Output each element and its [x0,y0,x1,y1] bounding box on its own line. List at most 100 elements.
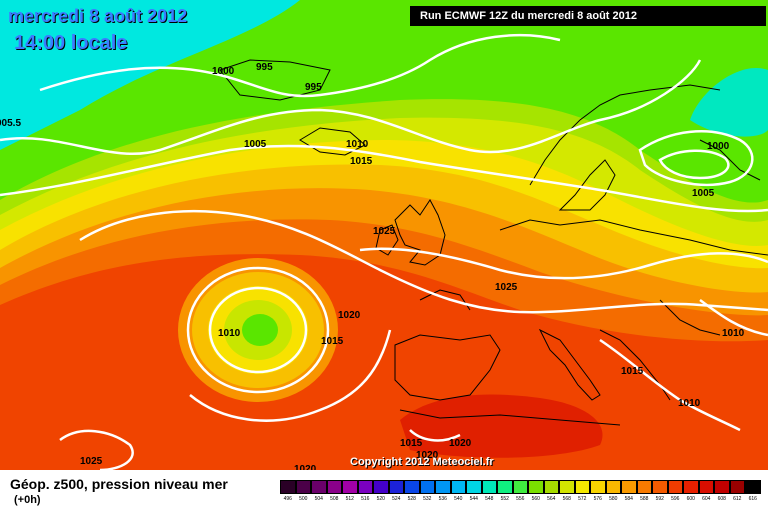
isobar-label: 1005 [692,188,715,199]
scale-cell: 616 [745,480,761,503]
map-band-dark-red [400,394,603,458]
map-band-cyan-ne [690,68,768,137]
scale-swatch [667,480,683,494]
scale-swatch [342,480,358,494]
scale-swatch [590,480,606,494]
isobar-label: 1020 [449,438,472,449]
isobar-label: 1020 [416,450,439,461]
isobar-label: 1015 [621,366,644,377]
scale-cell: 524 [388,480,404,503]
scale-tick-label: 520 [376,496,385,502]
scale-cell: 520 [373,480,389,503]
isobar-label: 995 [305,82,322,93]
isobar-label: 1025 [495,282,518,293]
scale-tick-label: 548 [485,496,494,502]
scale-cell: 536 [435,480,451,503]
scale-swatch [435,480,451,494]
map-band-cyan-nw [0,0,300,150]
scale-tick-label: 560 [531,496,540,502]
isobar-label: 1025 [80,456,103,467]
scale-cell: 584 [621,480,637,503]
scale-cell: 552 [497,480,513,503]
scale-cell: 588 [636,480,652,503]
isobar-label: 005.5 [0,118,21,129]
scale-swatch [311,480,327,494]
scale-swatch [326,480,342,494]
scale-cell: 496 [280,480,296,503]
scale-tick-label: 616 [748,496,757,502]
scale-cell: 528 [404,480,420,503]
scale-cell: 500 [295,480,311,503]
isobar-label: 1015 [321,336,344,347]
scale-tick-label: 564 [547,496,556,502]
scale-tick-label: 528 [407,496,416,502]
scale-tick-label: 600 [686,496,695,502]
scale-cell: 512 [342,480,358,503]
scale-cell: 556 [512,480,528,503]
scale-swatch [497,480,513,494]
scale-swatch [698,480,714,494]
weather-map: 1000 995 995 1005 1010 1015 005.5 1000 1… [0,0,768,470]
scale-cell: 564 [543,480,559,503]
isobar-label: 1020 [294,464,317,470]
map-time: 14:00 locale [14,32,128,54]
scale-swatch [466,480,482,494]
scale-tick-label: 500 [299,496,308,502]
scale-cell: 576 [590,480,606,503]
copyright: Copyright 2012 Meteociel.fr [350,456,494,468]
scale-tick-label: 604 [702,496,711,502]
scale-tick-label: 516 [361,496,370,502]
scale-cell: 544 [466,480,482,503]
map-date: mercredi 8 août 2012 [8,6,188,26]
scale-swatch [450,480,466,494]
isobar-label: 1010 [218,328,241,339]
scale-swatch [621,480,637,494]
color-scale: 496 500 504 508 512 516 520 524 528 532 536 540 544 5… [280,480,761,503]
scale-tick-label: 556 [516,496,525,502]
scale-swatch [683,480,699,494]
scale-swatch [543,480,559,494]
scale-tick-label: 596 [671,496,680,502]
isobar-label: 1010 [678,398,701,409]
scale-tick-label: 524 [392,496,401,502]
scale-cell: 532 [419,480,435,503]
isobar-label: 1000 [707,141,730,152]
scale-cell: 504 [311,480,327,503]
scale-cell: 596 [667,480,683,503]
scale-tick-label: 592 [655,496,664,502]
scale-swatch [605,480,621,494]
scale-tick-label: 512 [345,496,354,502]
scale-tick-label: 608 [717,496,726,502]
scale-cell: 572 [574,480,590,503]
scale-swatch [481,480,497,494]
scale-swatch [652,480,668,494]
scale-tick-label: 504 [314,496,323,502]
scale-cell: 580 [605,480,621,503]
scale-tick-label: 508 [330,496,339,502]
run-info: Run ECMWF 12Z du mercredi 8 août 2012 [410,6,766,26]
scale-swatch [574,480,590,494]
scale-tick-label: 572 [578,496,587,502]
scale-tick-label: 588 [640,496,649,502]
legend-subtitle: (+0h) [14,494,41,506]
isobar-label: 1005 [244,139,267,150]
scale-swatch [419,480,435,494]
scale-tick-label: 576 [593,496,602,502]
scale-tick-label: 584 [624,496,633,502]
scale-cell: 608 [714,480,730,503]
scale-cell: 540 [450,480,466,503]
isobar-label: 1010 [346,139,369,150]
scale-swatch [729,480,745,494]
scale-tick-label: 540 [454,496,463,502]
scale-tick-label: 536 [438,496,447,502]
scale-tick-label: 580 [609,496,618,502]
scale-swatch [373,480,389,494]
scale-tick-label: 568 [562,496,571,502]
isobar-label: 1010 [722,328,745,339]
isobar-label: 995 [256,62,273,73]
scale-swatch [559,480,575,494]
legend-title: Géop. z500, pression niveau mer [10,476,228,492]
isobar-label: 1015 [350,156,373,167]
scale-swatch [528,480,544,494]
scale-cell: 604 [698,480,714,503]
